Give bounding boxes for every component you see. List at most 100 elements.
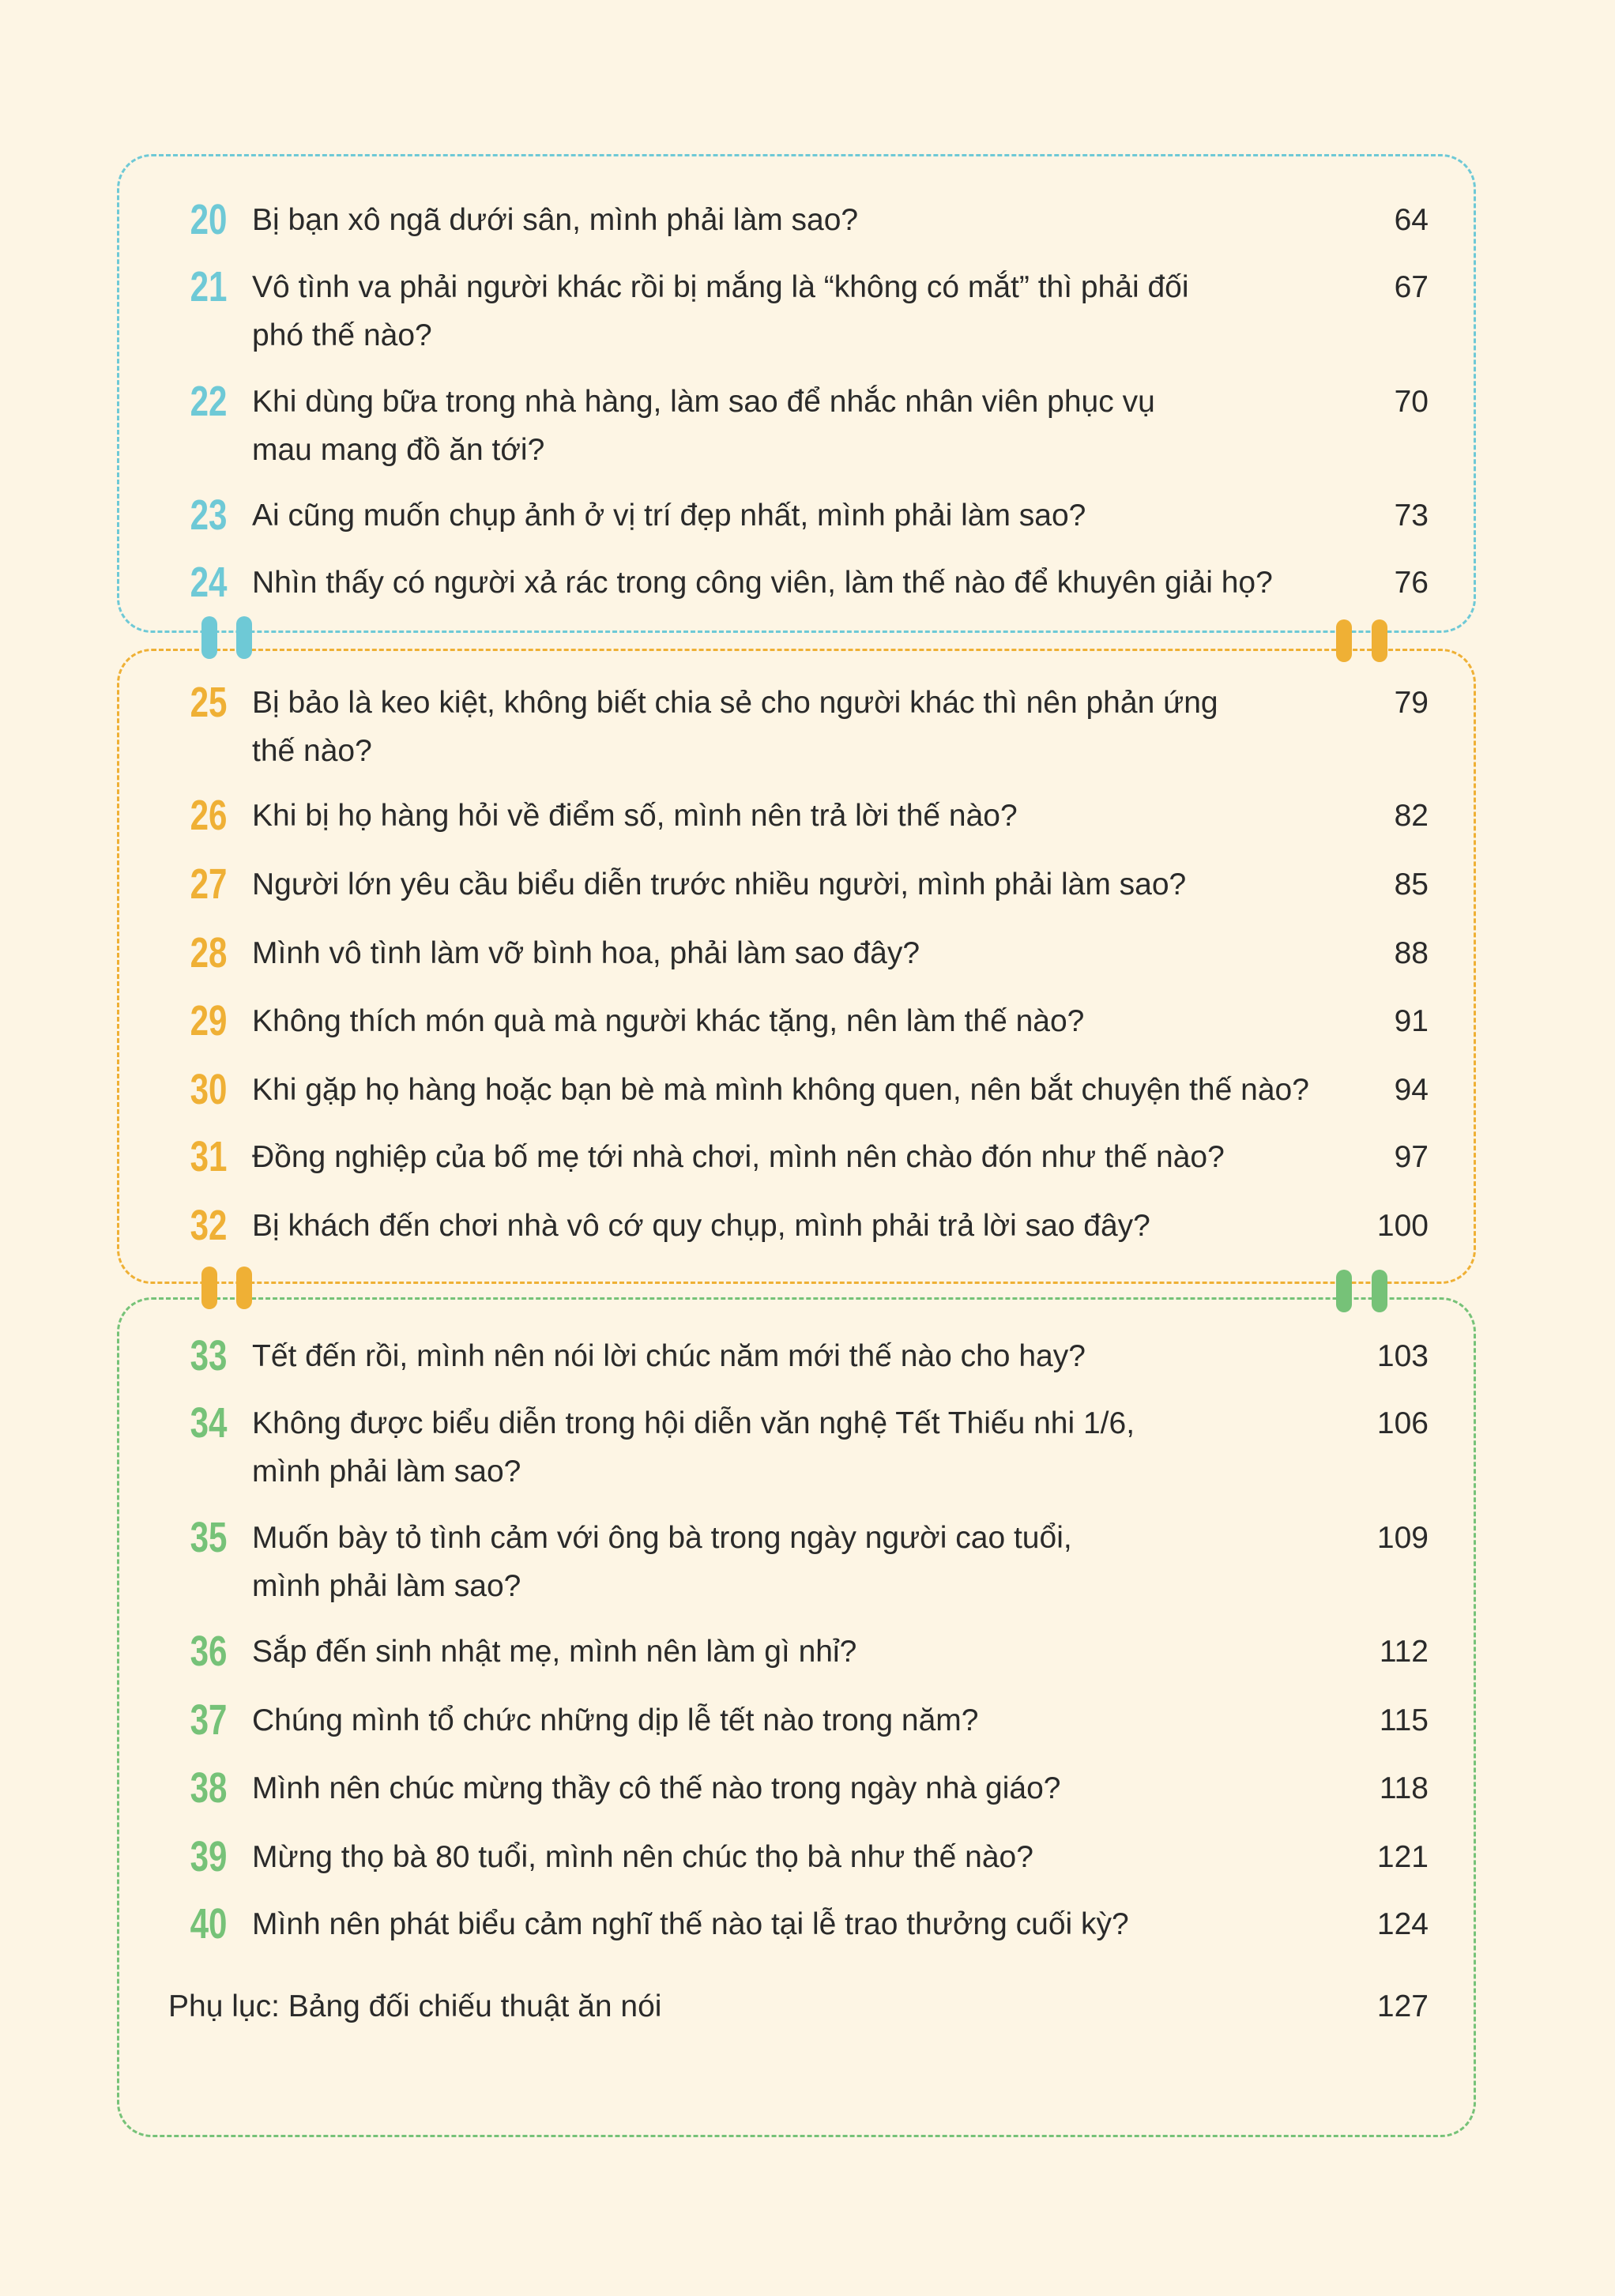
entry-title-line: Tết đến rồi, mình nên nói lời chúc năm m… xyxy=(252,1339,1086,1373)
entry-title-line: Khi bị họ hàng hỏi về điểm số, mình nên … xyxy=(252,799,1018,833)
entry-title: Muốn bày tỏ tình cảm với ông bà trong ng… xyxy=(252,1514,1358,1610)
entry-title-line: mình phải làm sao? xyxy=(252,1569,521,1603)
connector-ring xyxy=(201,616,217,659)
entry-title: Mừng thọ bà 80 tuổi, mình nên chúc thọ b… xyxy=(252,1833,1358,1881)
entry-title-line: Sắp đến sinh nhật mẹ, mình nên làm gì nh… xyxy=(252,1635,857,1669)
entry-title-line: Bị bạn xô ngã dưới sân, mình phải làm sa… xyxy=(252,203,859,237)
connector-ring xyxy=(201,1267,217,1309)
entry-title-line: Vô tình va phải người khác rồi bị mắng l… xyxy=(252,270,1189,304)
section-box-orange xyxy=(117,649,1476,1284)
entry-page: 73 xyxy=(1394,499,1429,533)
section-box-green xyxy=(117,1297,1476,2137)
entry-title: Bị khách đến chơi nhà vô cớ quy chụp, mì… xyxy=(252,1202,1358,1250)
entry-page: 121 xyxy=(1376,1840,1429,1874)
entry-number: 28 xyxy=(190,929,228,977)
entry-page: 94 xyxy=(1394,1073,1429,1107)
connector-ring xyxy=(1336,619,1352,662)
entry-title-line: Ai cũng muốn chụp ảnh ở vị trí đẹp nhất,… xyxy=(252,499,1086,533)
entry-title: Chúng mình tổ chức những dịp lễ tết nào … xyxy=(252,1696,1358,1745)
entry-page: 82 xyxy=(1394,799,1429,833)
connector-ring xyxy=(1336,1270,1352,1312)
entry-title: Người lớn yêu cầu biểu diễn trước nhiều … xyxy=(252,860,1358,909)
entry-page: 88 xyxy=(1394,936,1429,970)
entry-page: 109 xyxy=(1376,1521,1429,1555)
entry-number: 20 xyxy=(190,196,228,243)
entry-number: 30 xyxy=(190,1066,228,1113)
connector-ring xyxy=(236,1267,252,1309)
entry-number: 24 xyxy=(190,559,228,606)
entry-number: 40 xyxy=(190,1900,228,1948)
entry-number: 25 xyxy=(190,679,228,726)
entry-number: 37 xyxy=(190,1696,228,1744)
entry-title-line: Mình nên phát biểu cảm nghĩ thế nào tại … xyxy=(252,1907,1129,1941)
entry-title-line: Người lớn yêu cầu biểu diễn trước nhiều … xyxy=(252,868,1187,901)
entry-page: 64 xyxy=(1394,203,1429,237)
entry-page: 112 xyxy=(1379,1635,1429,1669)
entry-title: Ai cũng muốn chụp ảnh ở vị trí đẹp nhất,… xyxy=(252,491,1358,540)
entry-page: 100 xyxy=(1376,1209,1429,1243)
entry-number: 38 xyxy=(190,1764,228,1812)
entry-title-line: Muốn bày tỏ tình cảm với ông bà trong ng… xyxy=(252,1521,1072,1555)
entry-number: 26 xyxy=(190,792,228,839)
entry-title: Bị bảo là keo kiệt, không biết chia sẻ c… xyxy=(252,679,1358,775)
entry-title: Mình nên chúc mừng thầy cô thế nào trong… xyxy=(252,1764,1358,1812)
entry-title: Khi gặp họ hàng hoặc bạn bè mà mình khôn… xyxy=(252,1066,1358,1114)
entry-title: Vô tình va phải người khác rồi bị mắng l… xyxy=(252,263,1358,359)
entry-page: 106 xyxy=(1376,1406,1429,1440)
entry-number: 33 xyxy=(190,1332,228,1379)
entry-title-line: Mình nên chúc mừng thầy cô thế nào trong… xyxy=(252,1771,1061,1805)
entry-number: 21 xyxy=(190,263,228,311)
connector-ring xyxy=(1372,1270,1387,1312)
entry-page: 67 xyxy=(1394,270,1429,304)
entry-number: 29 xyxy=(190,997,228,1044)
entry-number: 32 xyxy=(190,1202,228,1249)
entry-title-line: Khi gặp họ hàng hoặc bạn bè mà mình khôn… xyxy=(252,1073,1309,1107)
entry-title-line: Nhìn thấy có người xả rác trong công viê… xyxy=(252,566,1273,600)
entry-page: 79 xyxy=(1394,686,1429,720)
entry-title-line: Mừng thọ bà 80 tuổi, mình nên chúc thọ b… xyxy=(252,1840,1033,1874)
entry-title: Tết đến rồi, mình nên nói lời chúc năm m… xyxy=(252,1332,1358,1380)
entry-title: Không được biểu diễn trong hội diễn văn … xyxy=(252,1399,1358,1496)
connector-ring xyxy=(236,616,252,659)
entry-page: 85 xyxy=(1394,868,1429,901)
entry-title-line: mình phải làm sao? xyxy=(252,1455,521,1489)
entry-title-line: Mình vô tình làm vỡ bình hoa, phải làm s… xyxy=(252,936,920,970)
entry-title: Sắp đến sinh nhật mẹ, mình nên làm gì nh… xyxy=(252,1628,1358,1676)
entry-title-line: Không được biểu diễn trong hội diễn văn … xyxy=(252,1406,1135,1440)
entry-page: 70 xyxy=(1394,385,1429,419)
entry-page: 103 xyxy=(1376,1339,1429,1373)
appendix-title: Phụ lục: Bảng đối chiếu thuật ăn nói xyxy=(168,1989,662,2023)
entry-number: 27 xyxy=(190,860,228,908)
entry-title-line: thế nào? xyxy=(252,734,372,768)
entry-page: 76 xyxy=(1394,566,1429,600)
section-box-blue xyxy=(117,154,1476,633)
entry-page: 124 xyxy=(1376,1907,1429,1941)
entry-title: Khi bị họ hàng hỏi về điểm số, mình nên … xyxy=(252,792,1358,840)
entry-title: Nhìn thấy có người xả rác trong công viê… xyxy=(252,559,1358,607)
entry-title-line: phó thế nào? xyxy=(252,318,432,352)
entry-number: 22 xyxy=(190,378,228,425)
entry-number: 31 xyxy=(190,1133,228,1180)
entry-title: Bị bạn xô ngã dưới sân, mình phải làm sa… xyxy=(252,196,1358,244)
entry-number: 23 xyxy=(190,491,228,539)
entry-page: 115 xyxy=(1379,1703,1429,1737)
entry-title-line: Đồng nghiệp của bố mẹ tới nhà chơi, mình… xyxy=(252,1140,1225,1174)
entry-number: 36 xyxy=(190,1628,228,1675)
entry-page: 97 xyxy=(1394,1140,1429,1174)
appendix-page: 127 xyxy=(1376,1989,1429,2023)
entry-number: 39 xyxy=(190,1833,228,1880)
entry-title: Khi dùng bữa trong nhà hàng, làm sao để … xyxy=(252,378,1358,474)
connector-ring xyxy=(1372,619,1387,662)
entry-title-line: Bị bảo là keo kiệt, không biết chia sẻ c… xyxy=(252,686,1218,720)
entry-number: 34 xyxy=(190,1399,228,1447)
entry-title-line: Chúng mình tổ chức những dịp lễ tết nào … xyxy=(252,1703,979,1737)
entry-title: Không thích món quà mà người khác tặng, … xyxy=(252,997,1358,1045)
entry-title-line: mau mang đồ ăn tới? xyxy=(252,433,545,467)
entry-title: Mình nên phát biểu cảm nghĩ thế nào tại … xyxy=(252,1900,1358,1948)
entry-title-line: Không thích món quà mà người khác tặng, … xyxy=(252,1004,1085,1038)
entry-title-line: Khi dùng bữa trong nhà hàng, làm sao để … xyxy=(252,385,1155,419)
entry-page: 91 xyxy=(1394,1004,1429,1038)
entry-title: Mình vô tình làm vỡ bình hoa, phải làm s… xyxy=(252,929,1358,977)
entry-page: 118 xyxy=(1379,1771,1429,1805)
entry-title: Đồng nghiệp của bố mẹ tới nhà chơi, mình… xyxy=(252,1133,1358,1181)
